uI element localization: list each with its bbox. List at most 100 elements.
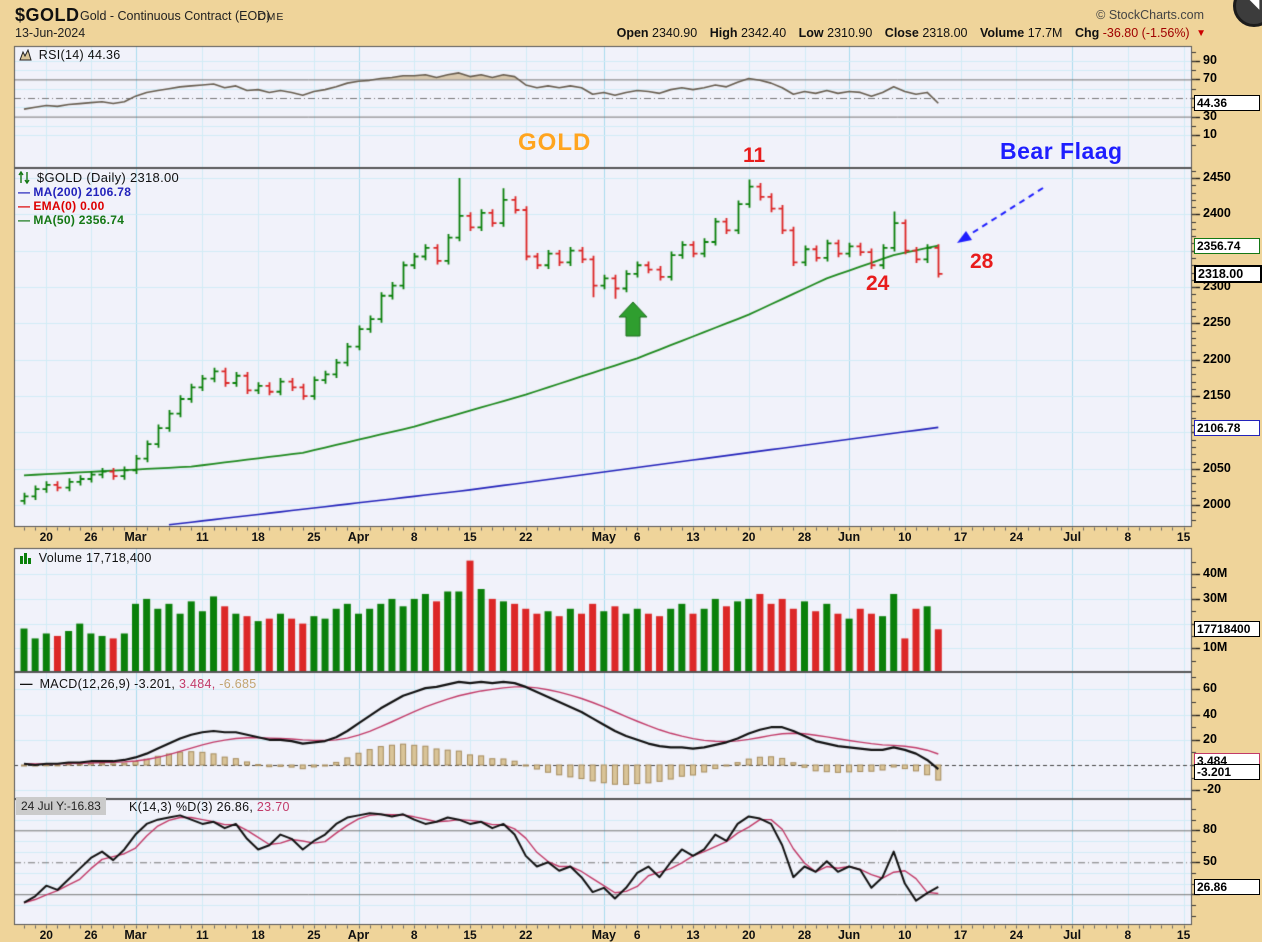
y-axis-label: 2150	[1203, 388, 1231, 403]
y-axis-label: 2050	[1203, 460, 1231, 475]
x-axis-label: 15	[463, 928, 477, 942]
open-value: 2340.90	[652, 26, 698, 40]
open-label: Open	[616, 26, 649, 40]
x-axis-label: 8	[1124, 530, 1132, 544]
x-axis-label: Jun	[837, 928, 861, 942]
y-axis-label: 40M	[1203, 566, 1228, 581]
x-axis-label: 8	[410, 530, 418, 544]
annotation-24: 24	[866, 272, 890, 295]
x-axis-label: 24	[1009, 928, 1024, 942]
x-axis-label: May	[591, 928, 616, 942]
close-value-box: 2318.00	[1194, 265, 1262, 283]
x-axis-label: 28	[797, 928, 812, 942]
volume-value: 17.7M	[1027, 26, 1063, 40]
chg-dropdown-icon[interactable]: ▼	[1196, 28, 1206, 39]
y-axis-label: 30M	[1203, 590, 1228, 605]
volume-legend: Volume 17,718,400	[19, 551, 152, 565]
x-axis-label: 6	[633, 530, 641, 544]
y-axis-label: 2200	[1203, 351, 1231, 366]
y-axis-label: 2400	[1203, 206, 1231, 221]
rsi-legend: RSI(14) 44.36	[19, 48, 121, 62]
ma50-line-icon: —	[18, 213, 31, 227]
x-axis-label: 6	[633, 928, 641, 942]
x-axis-label: 20	[39, 530, 53, 544]
macd-value-box: -3.201	[1194, 764, 1260, 780]
stockcharts-credit: © StockCharts.com	[1096, 8, 1204, 22]
x-axis-label: 25	[307, 928, 321, 942]
price-legend-title: $GOLD (Daily) 2318.00	[18, 170, 179, 185]
low-label: Low	[798, 26, 824, 40]
ma200-legend: — MA(200) 2106.78	[18, 185, 132, 199]
ma200-line-icon: —	[18, 185, 31, 199]
close-label: Close	[884, 26, 919, 40]
x-axis-label: Mar	[124, 530, 147, 544]
ma50-value-box: 2356.74	[1194, 238, 1260, 254]
x-axis-label: May	[591, 530, 616, 544]
x-axis-label: Apr	[347, 928, 370, 942]
x-axis-label: 26	[84, 530, 98, 544]
y-axis-label: 2250	[1203, 315, 1231, 330]
x-axis-label: 22	[519, 530, 533, 544]
volume-value-box: 17718400	[1194, 621, 1260, 637]
x-axis-label: Mar	[124, 928, 147, 942]
x-axis-label: 15	[1176, 530, 1191, 544]
x-axis-label: 25	[307, 530, 321, 544]
low-value: 2310.90	[827, 26, 873, 40]
rsi-indicator-icon	[19, 48, 32, 61]
annotation-gold: GOLD	[518, 129, 592, 156]
chart-date: 13-Jun-2024	[15, 26, 86, 40]
x-axis-label: 8	[410, 928, 418, 942]
y-axis-label: 80	[1203, 822, 1217, 837]
stoch-value-box: 26.86	[1194, 879, 1260, 895]
annotation-11: 11	[743, 144, 766, 167]
y-axis-label: 30	[1203, 108, 1217, 123]
ma50-legend: — MA(50) 2356.74	[18, 213, 125, 227]
x-axis-label: Apr	[347, 530, 370, 544]
chg-label: Chg	[1074, 26, 1100, 40]
y-axis-label: -20	[1203, 782, 1222, 797]
x-axis-label: 13	[686, 530, 700, 544]
close-value: 2318.00	[922, 26, 968, 40]
y-axis-label: 10	[1203, 127, 1217, 142]
rsi-value-box: 44.36	[1194, 95, 1260, 111]
x-axis-label: 22	[519, 928, 533, 942]
ema-legend: — EMA(0) 0.00	[18, 199, 105, 213]
volume-bars-icon	[20, 553, 31, 564]
y-axis-label: 60	[1203, 681, 1217, 696]
y-axis-label: 50	[1203, 854, 1217, 869]
x-axis-label: 17	[953, 530, 968, 544]
x-axis-label: 13	[686, 928, 700, 942]
y-axis-label: 40	[1203, 706, 1217, 721]
x-axis-label: 10	[898, 530, 912, 544]
ema-line-icon: —	[18, 199, 31, 213]
symbol-title: $GOLD	[15, 5, 80, 25]
x-axis-label: 26	[84, 928, 98, 942]
x-axis-label: Jun	[837, 530, 861, 544]
annotation-28: 28	[970, 250, 994, 273]
y-axis-label: 2000	[1203, 497, 1231, 512]
x-axis-label: 8	[1124, 928, 1132, 942]
y-axis-label: 20	[1203, 731, 1217, 746]
x-axis-label: 15	[1176, 928, 1191, 942]
x-axis-label: 18	[251, 530, 265, 544]
high-label: High	[709, 26, 738, 40]
x-axis-label: 11	[196, 530, 209, 544]
x-axis-label: 20	[742, 530, 756, 544]
ma200-value-box: 2106.78	[1194, 420, 1260, 436]
x-axis-label: Jul	[1063, 928, 1082, 942]
y-axis-label: 90	[1203, 52, 1217, 67]
stoch-legend: K(14,3) %D(3) 26.86, 23.70	[129, 800, 290, 814]
quote-bar: Open 2340.90 High 2342.40 Low 2310.90 Cl…	[608, 26, 1206, 40]
macd-legend: — MACD(12,26,9) -3.201, 3.484, -6.685	[20, 677, 257, 691]
x-axis-label: 24	[1009, 530, 1024, 544]
symbol-description: Gold - Continuous Contract (EOD)	[80, 9, 271, 23]
x-axis-label: 20	[39, 928, 53, 942]
chg-value: -36.80 (-1.56%)	[1102, 26, 1190, 40]
x-axis-label: 11	[196, 928, 209, 942]
x-axis-label: Jul	[1063, 530, 1082, 544]
annotation-bear-flag: Bear Flaag	[1000, 138, 1123, 164]
volume-label: Volume	[980, 26, 1025, 40]
macd-line-icon: —	[20, 677, 33, 691]
x-axis-label: 18	[251, 928, 265, 942]
